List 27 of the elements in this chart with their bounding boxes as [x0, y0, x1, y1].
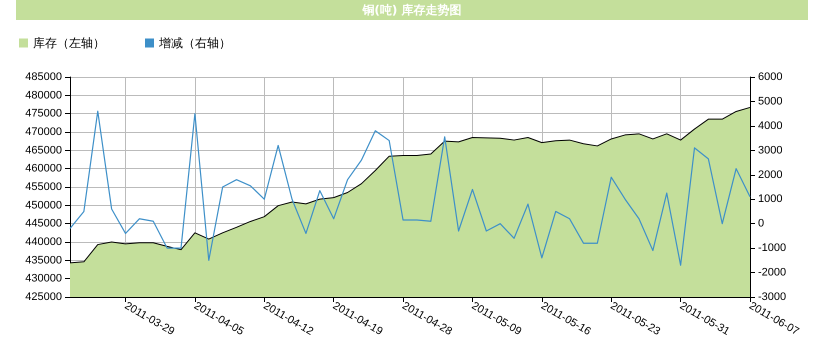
legend-label: 增减（右轴）: [158, 36, 231, 50]
y-tick-label: 485000: [25, 71, 62, 83]
y2-tick-label: 1000: [758, 193, 782, 206]
y-tick-label: 465000: [25, 144, 62, 156]
y-tick-label: 435000: [25, 254, 62, 266]
y2-tick-label: -1000: [758, 242, 786, 254]
y-tick-label: 440000: [25, 236, 62, 248]
y2-tick-label: 6000: [758, 71, 782, 83]
y-tick-label: 455000: [25, 181, 62, 193]
y-tick-label: 460000: [25, 162, 62, 175]
y2-tick-label: 3000: [758, 144, 782, 156]
y2-tick-label: 4000: [758, 120, 782, 132]
chart-title: 铜(吨) 库存走势图: [16, 0, 808, 20]
y2-tick-label: 0: [758, 218, 764, 230]
y-tick-label: 445000: [25, 218, 62, 230]
y-tick-label: 430000: [25, 272, 62, 285]
y-tick-label: 470000: [25, 126, 62, 138]
y2-tick-label: 2000: [758, 168, 782, 181]
y-tick-label: 480000: [25, 89, 62, 102]
y-tick-label: 450000: [25, 199, 62, 212]
line-series: [69, 110, 751, 266]
y-tick-label: 475000: [25, 108, 62, 120]
y2-tick-label: 5000: [758, 95, 782, 108]
y2-tick-label: -2000: [758, 266, 786, 279]
y-tick-label: 425000: [25, 291, 62, 303]
legend-label: 库存（左轴）: [33, 36, 105, 50]
y2-tick-label: -3000: [758, 291, 786, 303]
